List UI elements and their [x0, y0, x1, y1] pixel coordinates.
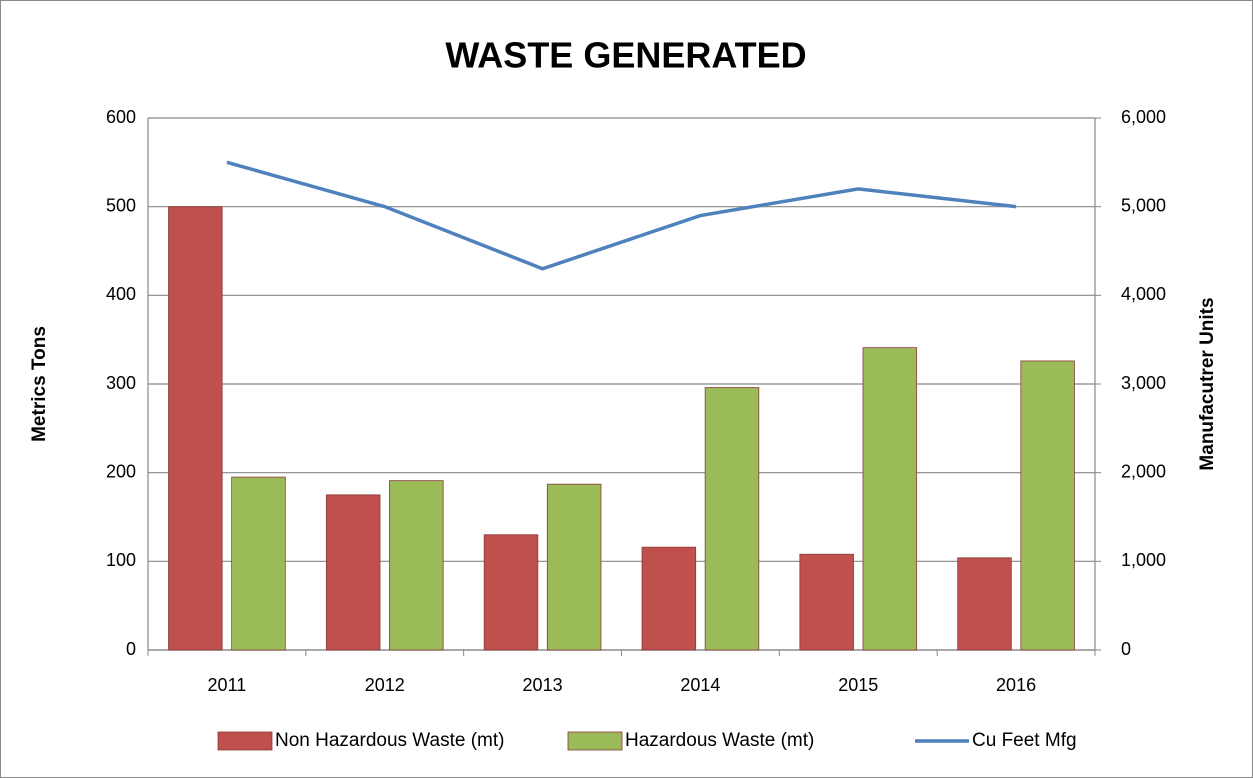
bar	[389, 480, 444, 651]
bar	[957, 557, 1012, 651]
y2-tick-label: 2,000	[1121, 461, 1166, 481]
y2-tick-label: 3,000	[1121, 373, 1166, 393]
bar	[231, 476, 286, 651]
y2-tick-label: 4,000	[1121, 284, 1166, 304]
bar	[641, 546, 697, 651]
legend-label: Non Hazardous Waste (mt)	[275, 730, 504, 751]
y-axis-label: Metrics Tons	[29, 326, 50, 442]
bar	[483, 534, 539, 651]
bar	[546, 483, 602, 651]
y2-tick-label: 6,000	[1121, 107, 1166, 127]
chart-title: WASTE GENERATED	[445, 35, 806, 76]
legend-label: Hazardous Waste (mt)	[625, 730, 814, 751]
legend-label: Cu Feet Mfg	[972, 730, 1077, 751]
x-tick-label: 2015	[838, 675, 878, 695]
legend-swatch	[217, 731, 273, 751]
y-tick-label: 600	[106, 107, 136, 127]
y2-axis-label: Manufacutrer Units	[1197, 297, 1218, 470]
bar	[704, 387, 760, 651]
y-tick-label: 200	[106, 461, 136, 481]
legend-swatch	[567, 731, 623, 751]
y2-tick-label: 0	[1121, 639, 1131, 659]
y-tick-label: 100	[106, 550, 136, 570]
line	[226, 160, 1017, 271]
bar	[168, 206, 223, 651]
bar	[325, 494, 381, 651]
x-tick-label: 2012	[365, 675, 405, 695]
x-tick-label: 2014	[680, 675, 720, 695]
y2-tick-label: 5,000	[1121, 195, 1166, 215]
x-tick-label: 2011	[208, 675, 247, 695]
y-tick-label: 400	[106, 284, 136, 304]
y-tick-label: 0	[126, 639, 136, 659]
bar	[862, 347, 918, 651]
y2-tick-label: 1,000	[1121, 550, 1166, 570]
bar	[1020, 360, 1075, 651]
x-tick-label: 2013	[523, 675, 563, 695]
y-tick-label: 500	[106, 195, 136, 215]
bar	[799, 553, 854, 651]
y-tick-label: 300	[106, 373, 136, 393]
x-tick-label: 2016	[996, 675, 1036, 695]
